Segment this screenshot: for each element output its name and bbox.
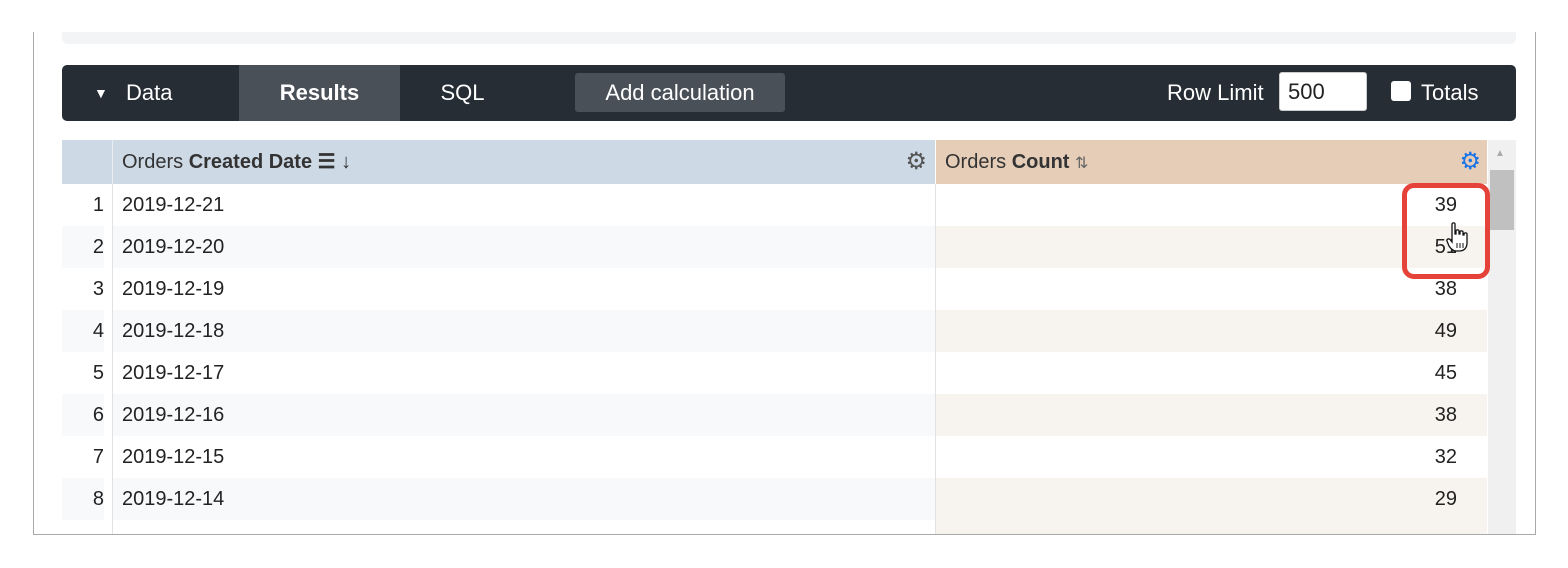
cell-count[interactable]: 32	[935, 436, 1487, 478]
column-header-count[interactable]: Orders Count ⇅ ⚙	[935, 140, 1487, 184]
cell-count[interactable]: 49	[935, 310, 1487, 352]
cell-created-date[interactable]: 2019-12-20	[112, 226, 935, 268]
table-row: 7 2019-12-15 32	[62, 436, 1488, 478]
table-row: 8 2019-12-14 29	[62, 478, 1488, 520]
pivot-icon[interactable]: ☰	[317, 151, 336, 173]
table-row-partial	[62, 520, 1488, 534]
cell-count[interactable]: 51	[935, 226, 1487, 268]
row-limit-label: Row Limit	[1167, 80, 1264, 105]
top-strip	[62, 32, 1516, 44]
table-row: 2 2019-12-20 51	[62, 226, 1488, 268]
totals-label: Totals	[1421, 80, 1479, 105]
cell-count[interactable]: 38	[935, 394, 1487, 436]
row-number: 3	[62, 268, 104, 310]
hand-cursor-icon	[1446, 222, 1468, 252]
row-number: 4	[62, 310, 104, 352]
explore-panel: ▼ Data Results SQL Add calculation Row Li…	[33, 32, 1536, 535]
tab-results[interactable]: Results	[239, 65, 400, 121]
table-row: 3 2019-12-19 38	[62, 268, 1488, 310]
row-number: 1	[62, 184, 104, 226]
row-number: 5	[62, 352, 104, 394]
table-row: 1 2019-12-21 39	[62, 184, 1488, 226]
gear-icon[interactable]: ⚙	[1459, 148, 1481, 175]
table-row: 6 2019-12-16 38	[62, 394, 1488, 436]
table-row: 5 2019-12-17 45	[62, 352, 1488, 394]
gear-icon[interactable]: ⚙	[905, 148, 927, 175]
cell-created-date[interactable]: 2019-12-16	[112, 394, 935, 436]
highlight-box	[1402, 183, 1490, 279]
results-toolbar: ▼ Data Results SQL Add calculation Row Li…	[62, 65, 1516, 121]
sort-descending-icon[interactable]: ↓	[341, 151, 352, 173]
cell-count[interactable]: 38	[935, 268, 1487, 310]
add-calculation-button[interactable]: Add calculation	[575, 73, 785, 112]
row-number: 7	[62, 436, 104, 478]
cell-created-date[interactable]: 2019-12-15	[112, 436, 935, 478]
totals-checkbox[interactable]	[1391, 81, 1411, 101]
cell-created-date[interactable]: 2019-12-19	[112, 268, 935, 310]
row-number: 6	[62, 394, 104, 436]
cell-created-date[interactable]: 2019-12-18	[112, 310, 935, 352]
tab-data[interactable]: ▼ Data	[62, 65, 239, 121]
tab-sql[interactable]: SQL	[440, 80, 485, 105]
row-number: 2	[62, 226, 104, 268]
cell-created-date[interactable]: 2019-12-21	[112, 184, 935, 226]
vertical-scrollbar[interactable]: ▲	[1488, 140, 1516, 534]
cell-created-date[interactable]: 2019-12-14	[112, 478, 935, 520]
column-header-created-date[interactable]: Orders Created Date ☰ ↓ ⚙	[112, 140, 935, 184]
cell-created-date[interactable]: 2019-12-17	[112, 352, 935, 394]
caret-down-icon: ▼	[94, 85, 108, 101]
scroll-up-icon[interactable]: ▲	[1495, 148, 1505, 159]
row-number: 8	[62, 478, 104, 520]
table-row: 4 2019-12-18 49	[62, 310, 1488, 352]
sort-icon[interactable]: ⇅	[1075, 155, 1089, 172]
scrollbar-thumb[interactable]	[1490, 170, 1514, 230]
row-limit-input[interactable]	[1279, 72, 1367, 111]
cell-count[interactable]: 29	[935, 478, 1487, 520]
cell-count[interactable]: 39	[935, 184, 1487, 226]
cell-count[interactable]: 45	[935, 352, 1487, 394]
row-number-header	[62, 140, 112, 184]
